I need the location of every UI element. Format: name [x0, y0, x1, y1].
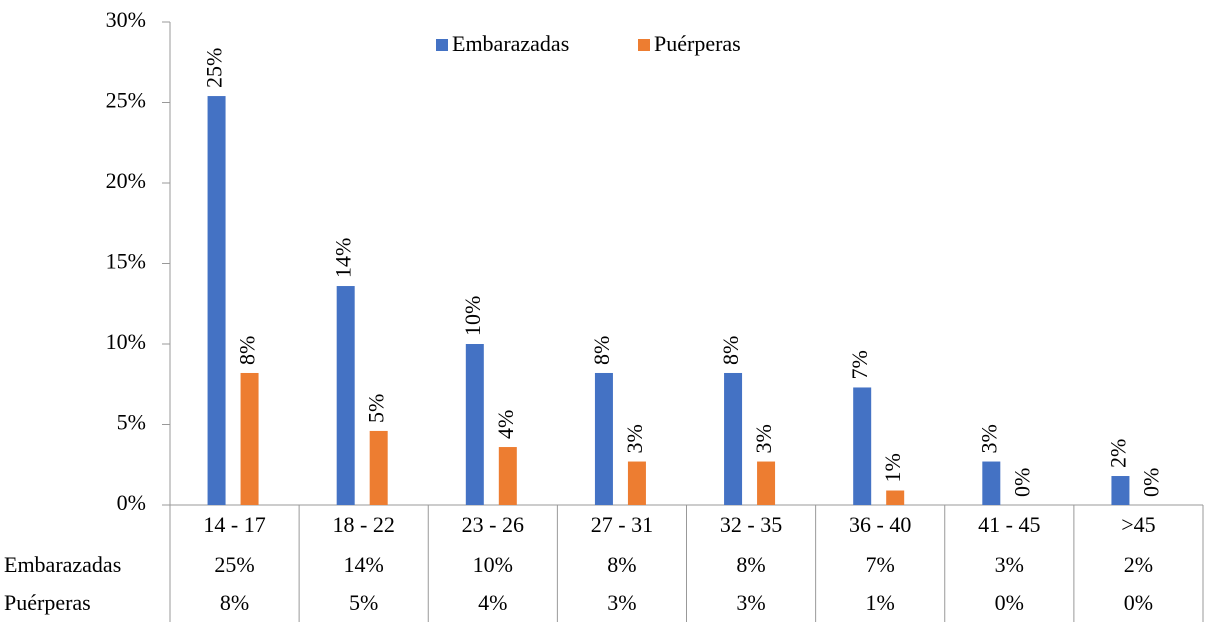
y-tick-label: 30% [106, 7, 146, 32]
data-label: 5% [364, 394, 389, 423]
y-tick-label: 25% [106, 88, 146, 113]
data-label: 1% [880, 453, 905, 482]
bar [594, 372, 613, 505]
table-row-label: Puérperas [4, 590, 91, 615]
table-cell: 3% [736, 590, 765, 615]
bar [853, 387, 872, 505]
table-cell: 2% [1124, 552, 1153, 577]
bar [886, 490, 905, 505]
y-tick-label: 20% [106, 168, 146, 193]
data-label: 3% [976, 424, 1001, 453]
y-tick-label: 0% [117, 490, 146, 515]
table-row-label: Embarazadas [4, 552, 121, 577]
x-tick-label: 23 - 26 [462, 512, 524, 537]
table-cell: 4% [478, 590, 507, 615]
table-cell: 0% [1124, 590, 1153, 615]
data-label: 10% [460, 296, 485, 336]
legend-label: Puérperas [654, 31, 741, 56]
bar [498, 447, 517, 505]
data-label: 0% [1138, 468, 1163, 497]
x-tick-label: 18 - 22 [333, 512, 395, 537]
data-label: 3% [622, 424, 647, 453]
table-cell: 10% [473, 552, 513, 577]
bar [240, 372, 259, 505]
y-tick-label: 5% [117, 410, 146, 435]
table-cell: 14% [344, 552, 384, 577]
x-tick-label: >45 [1121, 512, 1155, 537]
bar [465, 344, 484, 505]
table-cell: 1% [866, 590, 895, 615]
x-tick-label: 41 - 45 [978, 512, 1040, 537]
data-label: 8% [718, 336, 743, 365]
table-cell: 8% [736, 552, 765, 577]
data-label: 2% [1105, 439, 1130, 468]
legend-swatch [638, 39, 650, 51]
bar [207, 96, 226, 505]
data-label: 25% [202, 48, 227, 88]
table-cell: 8% [607, 552, 636, 577]
bar [982, 461, 1001, 505]
table-cell: 3% [607, 590, 636, 615]
table-cell: 0% [995, 590, 1024, 615]
x-tick-label: 36 - 40 [849, 512, 911, 537]
x-tick-label: 32 - 35 [720, 512, 782, 537]
y-tick-label: 15% [106, 249, 146, 274]
x-tick-label: 27 - 31 [591, 512, 653, 537]
data-label: 14% [331, 238, 356, 278]
x-tick-label: 14 - 17 [203, 512, 265, 537]
bar [1111, 476, 1130, 505]
y-tick-label: 10% [106, 329, 146, 354]
table-cell: 5% [349, 590, 378, 615]
data-label: 8% [589, 336, 614, 365]
data-label: 4% [493, 410, 518, 439]
bar [757, 461, 776, 505]
bar [369, 430, 388, 505]
bar [724, 372, 743, 505]
bar [627, 461, 646, 505]
table-cell: 7% [866, 552, 895, 577]
table-cell: 8% [220, 590, 249, 615]
table-cell: 3% [995, 552, 1024, 577]
data-label: 0% [1009, 468, 1034, 497]
data-label: 8% [235, 336, 260, 365]
data-label: 7% [847, 350, 872, 379]
legend-swatch [436, 39, 448, 51]
table-cell: 25% [214, 552, 254, 577]
bar [336, 286, 355, 505]
legend-label: Embarazadas [452, 31, 569, 56]
data-label: 3% [751, 424, 776, 453]
